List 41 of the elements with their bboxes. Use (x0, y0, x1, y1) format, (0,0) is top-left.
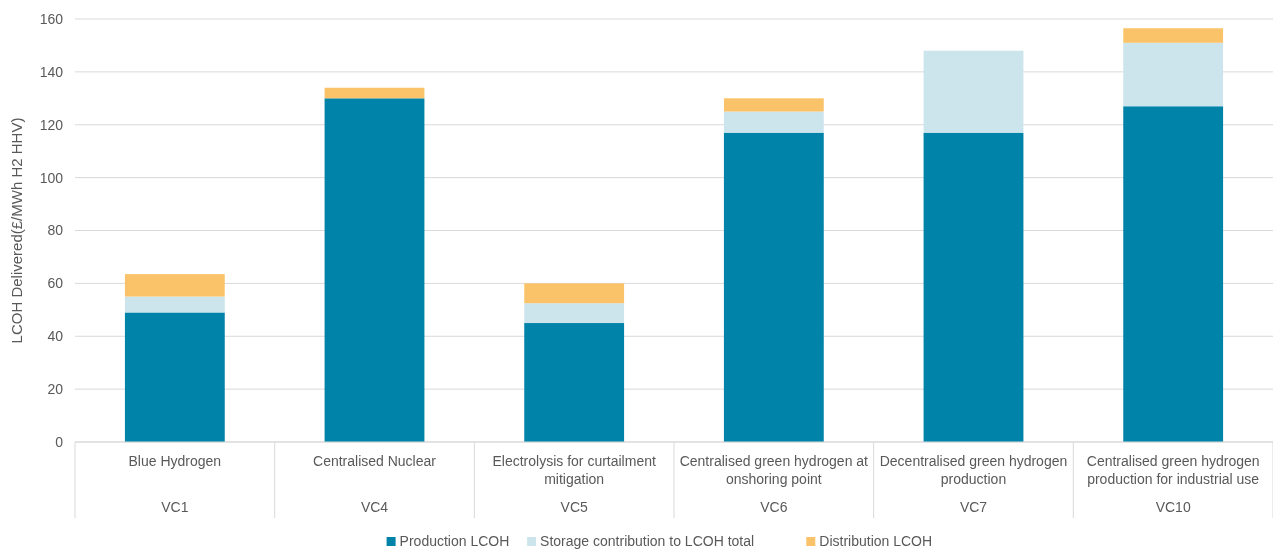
bar (524, 303, 625, 324)
legend-label: Storage contribution to LCOH total (540, 533, 755, 549)
text: VC4 (360, 499, 389, 515)
bar (524, 283, 625, 304)
x-tick-label: Blue Hydrogen (128, 453, 222, 469)
bar (1123, 28, 1224, 43)
x-tick-label: Electrolysis for curtailment mitigation (492, 453, 656, 487)
bar (1123, 106, 1224, 442)
bar (124, 312, 225, 442)
x-tick-label: Centralised Nuclear (313, 453, 437, 469)
text: VC10 (1155, 499, 1191, 515)
text: VC7 (959, 499, 988, 515)
bar (723, 132, 824, 442)
text: VC1 (161, 499, 189, 515)
bar (1123, 42, 1224, 107)
legend-label: Production LCOH (399, 533, 510, 549)
x-tick-label: Centralised green hydrogen at onshoring point (679, 453, 869, 487)
y-tick-label: 20 (47, 381, 64, 398)
y-tick-label: 0 (55, 433, 64, 450)
text: VC5 (560, 499, 588, 515)
y-tick-label: 40 (47, 328, 64, 345)
bar (923, 50, 1024, 133)
text: VC6 (760, 499, 788, 515)
y-tick-label: 140 (39, 63, 64, 80)
bar (923, 132, 1024, 442)
bar (524, 323, 625, 442)
bar (723, 98, 824, 112)
y-tick-label: 80 (47, 222, 64, 239)
legend-label: Distribution LCOH (819, 533, 933, 549)
bar (723, 111, 824, 133)
y-tick-label: 60 (47, 275, 64, 292)
bar (124, 296, 225, 313)
bar (324, 87, 425, 99)
x-tick-label: Decentralised green hydrogen production (879, 453, 1068, 487)
y-axis-title: LCOH Delivered(£/MWh H2 HHV) (8, 117, 25, 344)
x-tick-label: Centralised green hydrogen production for industrial use (1086, 453, 1260, 487)
y-tick-label: 160 (39, 10, 64, 27)
y-tick-label: 120 (39, 116, 64, 133)
bar (124, 274, 225, 297)
bar (324, 98, 425, 442)
y-tick-label: 100 (39, 169, 64, 186)
